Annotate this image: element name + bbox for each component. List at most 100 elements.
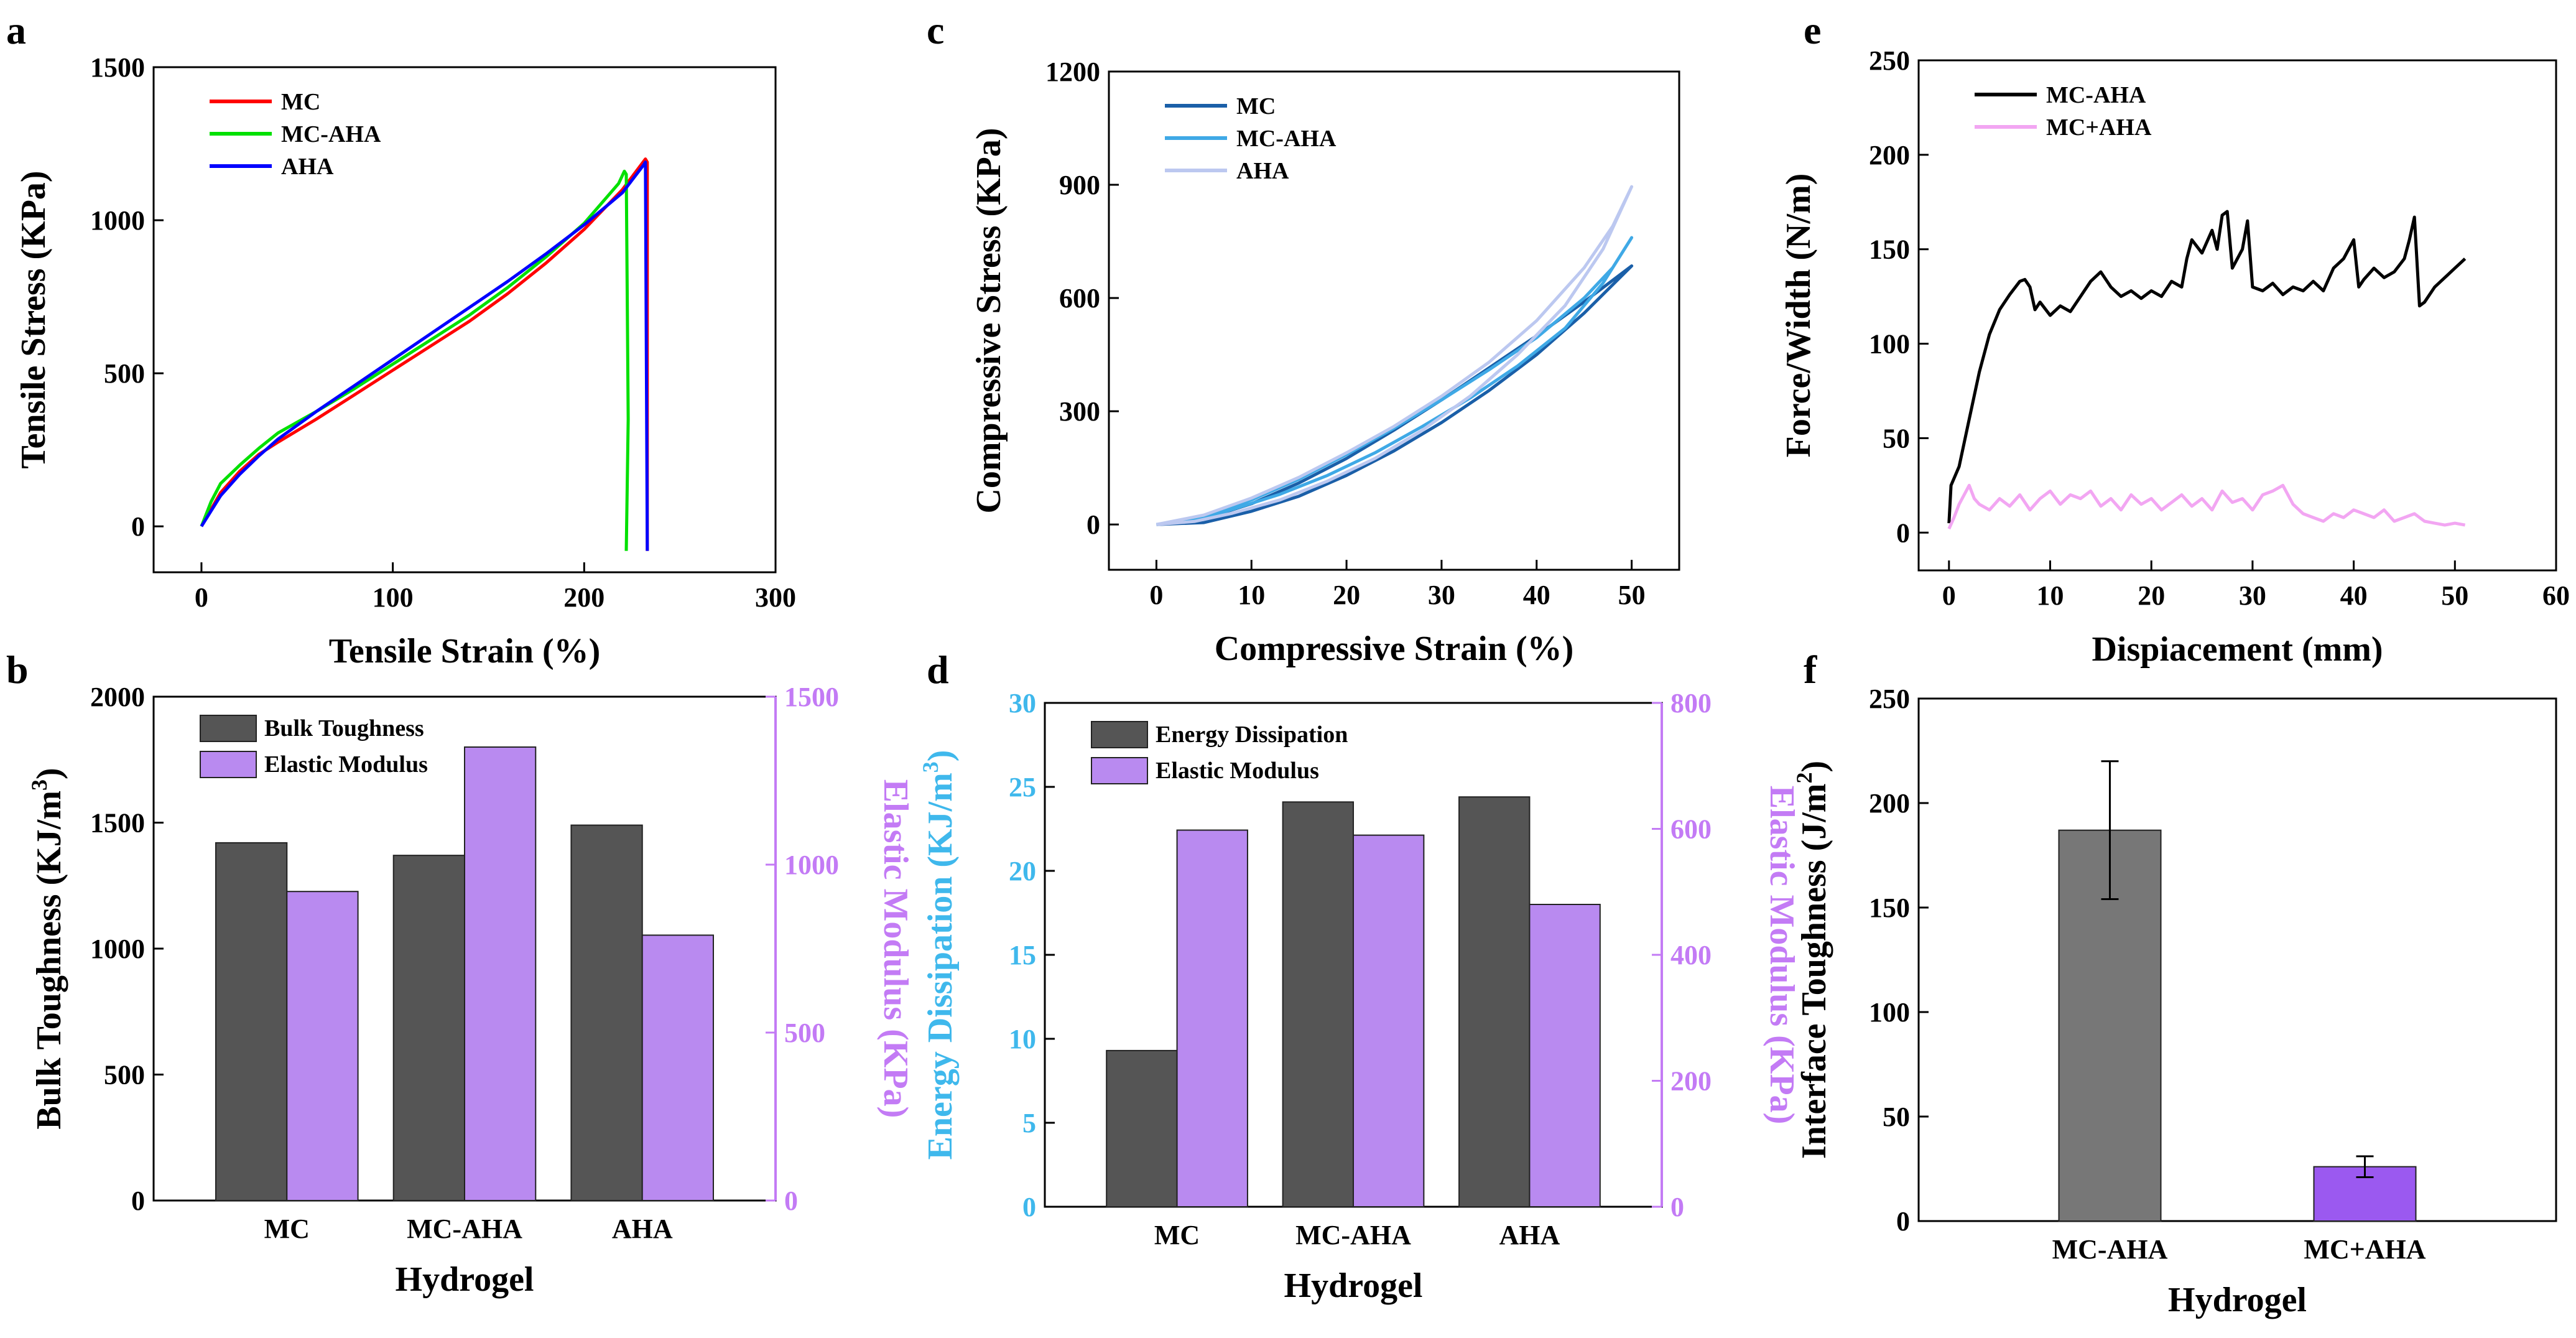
- y-tick-label: 5: [1022, 1108, 1036, 1138]
- x-tick-label: 20: [1333, 580, 1360, 610]
- y-tick-label: 500: [104, 1060, 145, 1090]
- x-tick-label: MC+AHA: [2304, 1234, 2425, 1265]
- legend-label: Bulk Toughness: [264, 715, 424, 741]
- x-axis-label: Hydrogel: [1284, 1266, 1423, 1305]
- y2-tick-label: 500: [784, 1018, 825, 1048]
- y-tick-label: 900: [1059, 170, 1100, 200]
- x-tick-label: 300: [755, 582, 796, 613]
- panel-f-interface-toughness-bars: f 0 50 100 150 200 250 Interface Toughness (J/m…: [1792, 648, 2557, 1319]
- legend-label: MC-AHA: [281, 121, 381, 147]
- y-tick-label: 10: [1009, 1024, 1036, 1054]
- y-tick-label: 2000: [90, 682, 145, 712]
- x-tick-label: 40: [1523, 580, 1550, 610]
- bar-mc-aha-elastic-modulus: [464, 746, 537, 1201]
- panel-a-tensile-stress-strain: a 0 500 1000 1500 Tensile Stress (KPa) 0 100 200…: [6, 8, 796, 671]
- y-tick-label: 0: [1896, 1206, 1910, 1237]
- legend-label: MC+AHA: [2046, 114, 2152, 141]
- plot-frame: [152, 66, 777, 574]
- panel-label-e: e: [1804, 8, 1821, 52]
- series-line-mc: [1156, 264, 1634, 526]
- x-tick-label: 20: [2138, 580, 2165, 611]
- x-tick-label: 10: [2037, 580, 2064, 611]
- y-axis-label: Energy Dissipation (KJ/m3): [918, 750, 960, 1160]
- x-tick-label: 0: [1149, 580, 1163, 610]
- y-tick-label: 600: [1059, 283, 1100, 314]
- y-tick-label: 200: [1869, 788, 1910, 819]
- panel-label-f: f: [1804, 648, 1817, 692]
- x-tick-label: 10: [1238, 580, 1265, 610]
- legend-swatch: [200, 751, 257, 778]
- y-axis-label: Bulk Toughness (KJ/m3): [27, 768, 68, 1129]
- legend-swatch: [1091, 721, 1148, 748]
- y-tick-label: 1500: [90, 52, 145, 83]
- x-tick-label: 0: [195, 582, 208, 613]
- panel-b-bulk-toughness-bars: b 0 500 1000 1500 2000 Bulk Toughness (KJ/m3) 0…: [6, 648, 915, 1299]
- y-tick-label: 0: [131, 511, 145, 542]
- y2-tick-label: 0: [784, 1186, 798, 1216]
- x-tick-label: MC-AHA: [1295, 1220, 1411, 1250]
- plot-frame: [1917, 697, 2557, 1222]
- bar-aha-bulk-toughness: [570, 824, 643, 1202]
- bar-mc-aha-elastic-modulus: [1353, 834, 1425, 1207]
- x-tick-label: MC: [1154, 1220, 1200, 1250]
- legend-swatch: [1091, 757, 1148, 784]
- y2-tick-label: 400: [1670, 940, 1712, 970]
- y-tick-label: 300: [1059, 396, 1100, 427]
- y-axis-label: Interface Toughness (J/m2): [1792, 761, 1833, 1159]
- series-line-aha: [200, 160, 649, 551]
- x-tick-label: AHA: [1499, 1220, 1560, 1250]
- y2-axis-label: Elastic Modulus (KPa): [1763, 786, 1801, 1124]
- panel-label-b: b: [6, 648, 29, 692]
- panel-label-d: d: [927, 648, 949, 692]
- x-axis-label: Tensile Strain (%): [329, 632, 601, 671]
- x-tick-label: 200: [563, 582, 605, 613]
- legend-label: AHA: [1236, 158, 1289, 184]
- x-axis-label: Hydrogel: [2168, 1281, 2307, 1319]
- bar-mc-bulk-toughness: [215, 842, 288, 1201]
- y-tick-label: 20: [1009, 856, 1036, 886]
- bar-mc-aha-interface-toughness: [2313, 1166, 2417, 1222]
- x-tick-label: 50: [2441, 580, 2468, 611]
- y2-tick-label: 800: [1670, 688, 1712, 718]
- x-tick-label: 40: [2340, 580, 2368, 611]
- legend-label: Energy Dissipation: [1156, 722, 1348, 748]
- panel-label-a: a: [6, 8, 26, 52]
- legend-label: Elastic Modulus: [1156, 758, 1319, 784]
- y2-tick-label: 0: [1670, 1192, 1684, 1222]
- x-tick-label: 30: [2239, 580, 2266, 611]
- panel-d-energy-dissipation-bars: d 0 5 10 15 20 25 30 Energy Dissipation (KJ/m3) 0…: [918, 648, 1801, 1305]
- y-axis-label: Force/Width (N/m): [1779, 174, 1818, 458]
- panel-e-force-displacement: e 0 50 100 150 200 250 Force/Width (N/m) 0 10 20 30…: [1779, 8, 2570, 669]
- bar-mc-aha-bulk-toughness: [392, 855, 466, 1201]
- legend-label: MC-AHA: [2046, 82, 2146, 108]
- y2-tick-label: 200: [1670, 1066, 1712, 1097]
- y-tick-label: 50: [1883, 1102, 1910, 1132]
- y-tick-label: 1500: [90, 808, 145, 839]
- x-tick-label: MC-AHA: [2052, 1234, 2168, 1265]
- legend-swatch: [200, 715, 257, 742]
- legend-label: Elastic Modulus: [264, 751, 428, 778]
- x-tick-label: MC: [264, 1214, 310, 1244]
- legend-label: MC: [1236, 93, 1276, 119]
- y-tick-label: 500: [104, 358, 145, 389]
- x-axis-label: Hydrogel: [396, 1260, 534, 1299]
- legend-label: AHA: [281, 154, 334, 180]
- y-tick-label: 50: [1883, 423, 1910, 453]
- y-axis-label: Tensile Stress (KPa): [14, 170, 53, 468]
- y-tick-label: 1000: [90, 934, 145, 964]
- bar-mc-elastic-modulus: [1176, 829, 1248, 1207]
- y-tick-label: 250: [1869, 45, 1910, 76]
- plot-frame: [1917, 59, 2557, 572]
- series-line-mc-aha: [1156, 236, 1634, 526]
- y-tick-label: 100: [1869, 329, 1910, 360]
- y-tick-label: 0: [1086, 509, 1100, 540]
- y-tick-label: 1000: [90, 205, 145, 236]
- x-axis-label: Dispiacement (mm): [2092, 630, 2383, 669]
- x-axis-label: Compressive Strain (%): [1215, 630, 1574, 668]
- series-line-aha: [1156, 185, 1634, 526]
- x-tick-label: 100: [373, 582, 414, 613]
- x-tick-label: 50: [1618, 580, 1646, 610]
- legend-label: MC: [281, 89, 320, 115]
- x-tick-label: AHA: [612, 1214, 673, 1244]
